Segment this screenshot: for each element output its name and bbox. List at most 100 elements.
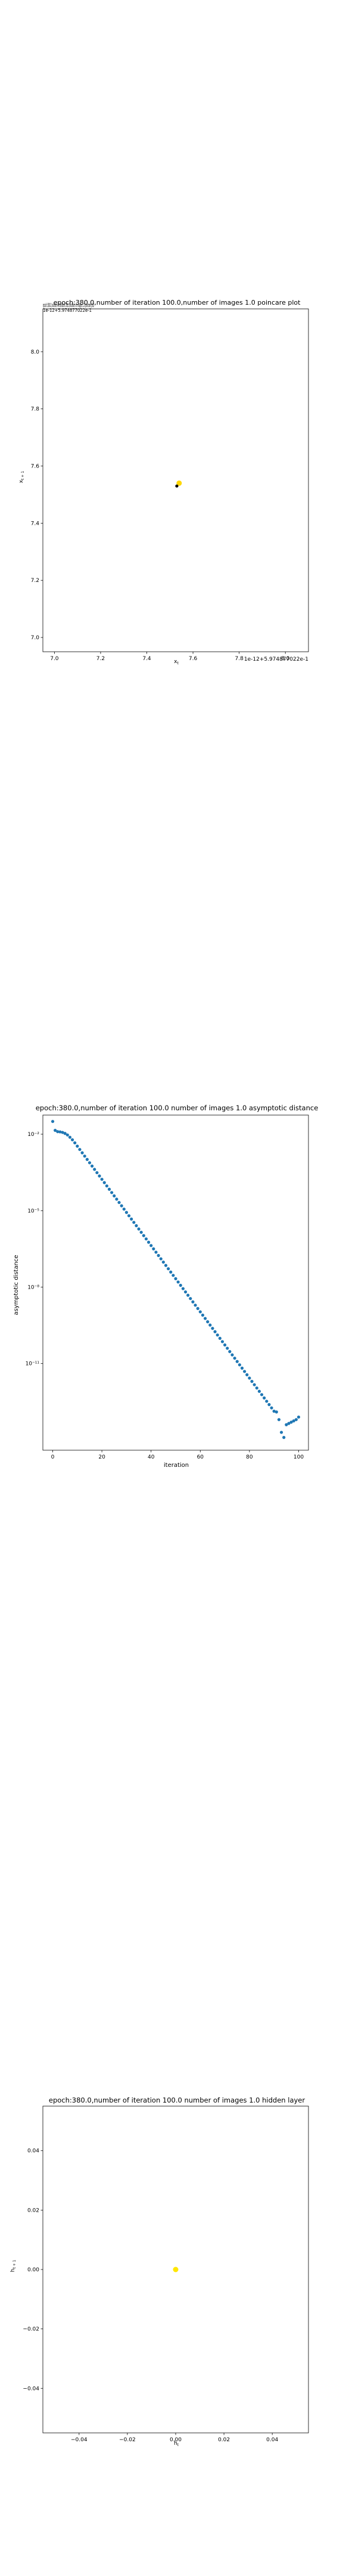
asymptotic-point: [132, 1221, 136, 1224]
asymptotic-point: [279, 1431, 283, 1434]
asymptotic-point: [54, 1129, 57, 1132]
poincare-x-tick-label: 7.6: [189, 656, 198, 662]
asymptotic-x-tick-label: 100: [294, 1454, 304, 1460]
asymptotic-point: [76, 1144, 79, 1148]
asymptotic-point: [220, 1340, 224, 1343]
asymptotic-point: [277, 1418, 281, 1422]
asymptotic-point: [213, 1330, 217, 1333]
asymptotic-point: [235, 1360, 239, 1363]
asymptotic-axes-frame: [42, 1114, 309, 1451]
asymptotic-point: [270, 1406, 273, 1410]
hidden-layer-plot: epoch:380.0,number of iteration 100.0 nu…: [10, 2096, 309, 2447]
asymptotic-point: [135, 1224, 138, 1228]
poincare-x-tick-label: 7.2: [96, 656, 105, 662]
asymptotic-point: [120, 1204, 123, 1208]
asymptotic-point: [122, 1208, 126, 1211]
asymptotic-point: [196, 1306, 199, 1310]
hidden-title: epoch:380.0,number of iteration 100.0 nu…: [49, 2096, 305, 2104]
asymptotic-point: [90, 1164, 94, 1168]
asymptotic-point: [181, 1287, 185, 1290]
poincare-x-tick-label: 8.0: [281, 656, 290, 662]
asymptotic-point: [265, 1400, 269, 1403]
poincare-x-tick-label: 7.4: [142, 656, 151, 662]
asymptotic-point: [194, 1304, 197, 1307]
asymptotic-point: [70, 1138, 74, 1142]
asymptotic-y-tick-label: 10⁻⁵: [27, 1208, 39, 1214]
hidden-x-tick-label: 0.00: [170, 2437, 182, 2443]
asymptotic-point: [93, 1168, 96, 1171]
asymptotic-point: [250, 1380, 254, 1383]
asymptotic-point: [85, 1157, 89, 1161]
asymptotic-y-label: asymptotic distance: [13, 1255, 20, 1315]
asymptotic-point: [66, 1133, 69, 1137]
asymptotic-x-label: iteration: [164, 1462, 189, 1469]
asymptotic-point: [73, 1141, 77, 1145]
asymptotic-point: [167, 1267, 170, 1271]
asymptotic-point: [248, 1376, 251, 1380]
asymptotic-point: [107, 1187, 111, 1191]
asymptotic-point: [144, 1237, 148, 1241]
poincare-title: epoch:380.0,number of iteration 100.0,nu…: [54, 299, 301, 306]
asymptotic-point: [98, 1174, 101, 1178]
poincare-x-tick-label: 7.8: [235, 656, 244, 662]
hidden-x-tick-label: 0.04: [266, 2437, 278, 2443]
hidden-x-tick-label: 0.02: [218, 2437, 230, 2443]
asymptotic-point: [292, 1419, 295, 1423]
asymptotic-point: [245, 1373, 249, 1377]
asymptotic-point: [211, 1327, 214, 1330]
asymptotic-point: [110, 1191, 114, 1194]
hidden-y-tick-label: −0.04: [23, 2386, 39, 2392]
asymptotic-point: [189, 1297, 192, 1301]
asymptotic-point: [127, 1214, 131, 1218]
asymptotic-point: [275, 1410, 278, 1414]
asymptotic-point: [149, 1244, 153, 1247]
hidden-x-tick-label: −0.04: [71, 2437, 88, 2443]
asymptotic-point: [216, 1333, 219, 1337]
poincare-title-overlay: epoch:380.0,number of iteration 100.0,nu…: [43, 302, 94, 309]
asymptotic-point: [100, 1178, 104, 1181]
asymptotic-point: [80, 1151, 84, 1154]
asymptotic-point: [289, 1420, 293, 1424]
asymptotic-point: [161, 1260, 165, 1264]
hidden-x-tick-label: −0.02: [119, 2437, 136, 2443]
asymptotic-title: epoch:380.0,number of iteration 100.0 nu…: [36, 1104, 319, 1112]
asymptotic-point: [51, 1120, 55, 1123]
asymptotic-point: [174, 1277, 177, 1280]
poincare-y-tick-label: 7.4: [31, 521, 40, 527]
asymptotic-y-tick-label: 10⁻⁸: [27, 1284, 39, 1290]
asymptotic-point: [58, 1130, 62, 1134]
asymptotic-point: [287, 1422, 291, 1425]
asymptotic-point: [263, 1396, 266, 1400]
asymptotic-point: [183, 1290, 188, 1294]
asymptotic-point: [164, 1264, 168, 1267]
asymptotic-point: [203, 1317, 207, 1320]
asymptotic-point: [78, 1148, 82, 1151]
asymptotic-point: [95, 1171, 99, 1175]
hidden-point: [173, 2267, 179, 2272]
asymptotic-y-tick-label: 10⁻¹¹: [26, 1361, 40, 1367]
asymptotic-point: [102, 1181, 106, 1184]
asymptotic-point: [257, 1389, 261, 1393]
asymptotic-point: [61, 1131, 64, 1134]
asymptotic-point: [218, 1336, 222, 1340]
asymptotic-point: [83, 1154, 86, 1158]
asymptotic-x-tick-label: 80: [246, 1454, 253, 1460]
poincare-x-offset: 1e-12+5.974877022e-1: [244, 657, 308, 662]
hidden-x-label: ht: [174, 2441, 179, 2447]
hidden-y-tick-label: 0.04: [27, 2148, 39, 2154]
poincare-x-label: xt: [174, 659, 179, 665]
asymptotic-point: [267, 1402, 271, 1407]
hidden-y-tick-label: 0.00: [27, 2267, 39, 2273]
asymptotic-point: [68, 1135, 72, 1139]
asymptotic-point: [137, 1227, 141, 1231]
poincare-y-tick-label: 7.6: [31, 464, 40, 470]
asymptotic-x-tick-label: 60: [197, 1454, 204, 1460]
hidden-y-tick-label: 0.02: [27, 2207, 39, 2213]
poincare-y-tick-label: 7.2: [31, 578, 39, 584]
asymptotic-point: [282, 1436, 286, 1439]
asymptotic-point: [226, 1346, 229, 1350]
asymptotic-point: [176, 1280, 180, 1284]
asymptotic-point: [139, 1230, 143, 1234]
asymptotic-point: [201, 1313, 205, 1317]
